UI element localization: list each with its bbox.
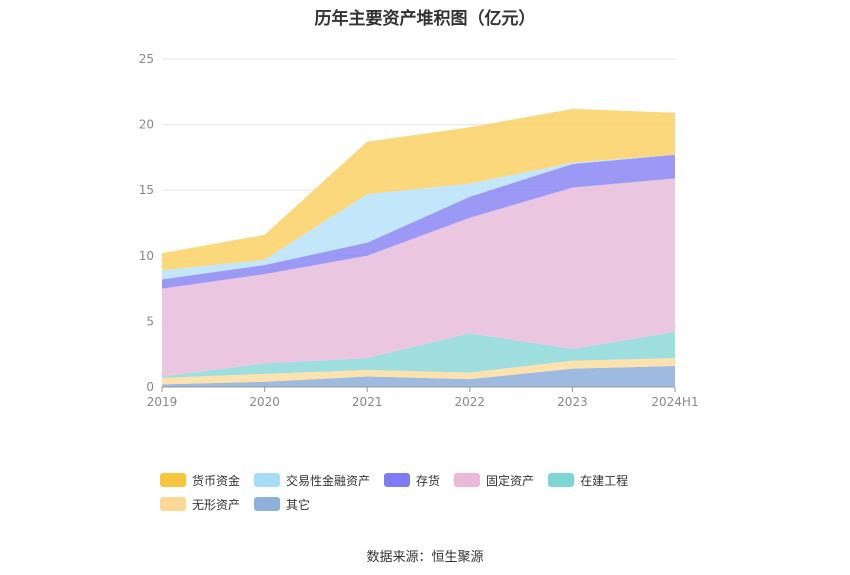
legend-item[interactable]: 存货	[384, 472, 440, 488]
legend-swatch	[254, 497, 281, 511]
legend-item[interactable]: 固定资产	[454, 472, 534, 488]
x-tick-label: 2024H1	[651, 395, 698, 409]
legend-label: 存货	[416, 473, 441, 488]
legend-swatch	[160, 473, 186, 487]
legend-label: 在建工程	[580, 473, 629, 488]
legend-item[interactable]: 无形资产	[160, 496, 240, 512]
area-series-0	[162, 366, 675, 387]
legend-label: 交易性金融资产	[286, 473, 371, 488]
legend-item[interactable]: 其它	[254, 496, 310, 512]
legend-item[interactable]: 交易性金融资产	[254, 472, 370, 488]
legend-label: 无形资产	[192, 497, 241, 512]
area-series-4	[162, 154, 675, 289]
legend-swatch	[384, 473, 411, 487]
legend-item[interactable]: 在建工程	[548, 472, 628, 488]
legend-item[interactable]: 货币资金	[160, 472, 240, 488]
legend-swatch	[160, 497, 186, 511]
y-tick-label: 20	[139, 118, 154, 132]
legend-label: 固定资产	[486, 473, 535, 488]
y-tick-label: 5	[146, 314, 154, 328]
stacked-area-chart: 0 5 10 15 20 25 2019 2020 2021 2022 2023 2024H1	[139, 52, 699, 409]
legend-swatch	[454, 473, 481, 487]
x-tick-label: 2019	[147, 395, 178, 409]
area-series	[162, 108, 675, 387]
legend-swatch	[548, 473, 575, 487]
axes: 0 5 10 15 20 25 2019 2020 2021 2022 2023 2024H1	[139, 52, 699, 409]
area-series-2	[162, 331, 675, 378]
y-tick-label: 10	[139, 249, 154, 263]
legend-label: 其它	[286, 497, 311, 512]
area-series-3	[162, 178, 675, 377]
x-tick-label: 2020	[249, 395, 280, 409]
area-series-6	[162, 108, 675, 271]
chart-title: 历年主要资产堆积图（亿元）	[314, 9, 536, 29]
area-series-5	[162, 154, 675, 280]
legend-swatch	[254, 473, 281, 487]
legend-label: 货币资金	[192, 473, 241, 488]
y-tick-label: 15	[139, 183, 154, 197]
x-tick-label: 2021	[352, 395, 383, 409]
y-tick-label: 0	[146, 380, 154, 394]
area-series-1	[162, 358, 675, 385]
x-tick-label: 2022	[455, 395, 486, 409]
data-source: 数据来源：恒生聚源	[366, 550, 484, 565]
y-tick-label: 25	[139, 52, 154, 66]
x-tick-label: 2023	[557, 395, 588, 409]
legend: 货币资金 交易性金融资产 存货 固定资产 在建工程无形资产 其它	[160, 472, 720, 512]
